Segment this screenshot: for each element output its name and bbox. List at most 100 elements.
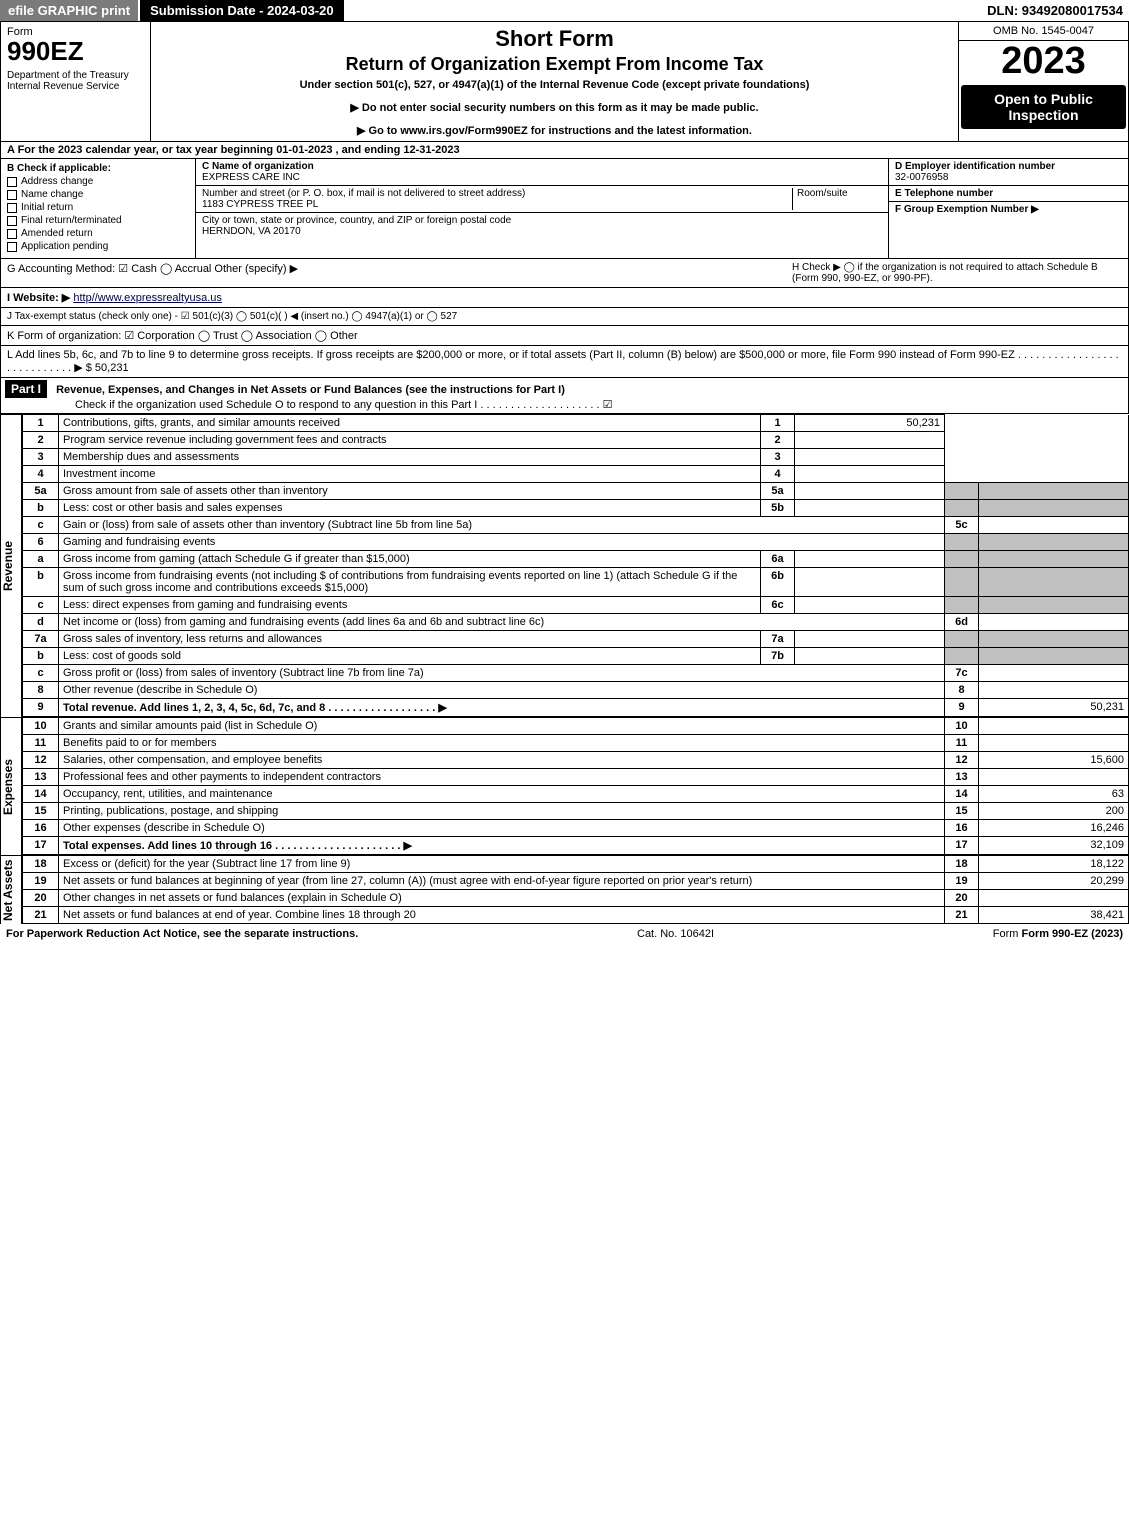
table-row: 8Other revenue (describe in Schedule O)8: [23, 682, 1129, 699]
line-value: 16,246: [979, 820, 1129, 837]
table-row: 15Printing, publications, postage, and s…: [23, 803, 1129, 820]
table-row: 1Contributions, gifts, grants, and simil…: [23, 415, 1129, 432]
line-value: [795, 449, 945, 466]
checkbox-icon[interactable]: [7, 177, 17, 187]
line-ref: 12: [945, 752, 979, 769]
efile-print-label[interactable]: efile GRAPHIC print: [0, 0, 138, 21]
form-header: Form 990EZ Department of the Treasury In…: [0, 22, 1129, 142]
subline-value: [795, 631, 945, 648]
check-final-return[interactable]: Final return/terminated: [7, 215, 189, 226]
notice-ssn: ▶ Do not enter social security numbers o…: [159, 101, 950, 114]
line-a-text: A For the 2023 calendar year, or tax yea…: [7, 144, 460, 156]
table-row: cGross profit or (loss) from sales of in…: [23, 665, 1129, 682]
line-num: 14: [23, 786, 59, 803]
line-desc: Less: direct expenses from gaming and fu…: [59, 597, 761, 614]
check-amended-return[interactable]: Amended return: [7, 228, 189, 239]
table-row: 5aGross amount from sale of assets other…: [23, 483, 1129, 500]
line-ref: 5c: [945, 517, 979, 534]
paperwork-notice: For Paperwork Reduction Act Notice, see …: [6, 928, 358, 940]
dln-label: DLN: 93492080017534: [987, 3, 1129, 18]
line-desc: Less: cost or other basis and sales expe…: [59, 500, 761, 517]
checkbox-icon[interactable]: [7, 229, 17, 239]
line-num: 17: [23, 837, 59, 855]
line-num: c: [23, 665, 59, 682]
line-value: [979, 718, 1129, 735]
line-num: 2: [23, 432, 59, 449]
table-row: 4Investment income4: [23, 466, 1129, 483]
line-value: [979, 769, 1129, 786]
checkbox-icon[interactable]: [7, 203, 17, 213]
line-value: 20,299: [979, 873, 1129, 890]
table-row: 19Net assets or fund balances at beginni…: [23, 873, 1129, 890]
check-initial-return[interactable]: Initial return: [7, 202, 189, 213]
table-row: cLess: direct expenses from gaming and f…: [23, 597, 1129, 614]
line-num: 19: [23, 873, 59, 890]
subline-label: 6a: [761, 551, 795, 568]
check-address-change[interactable]: Address change: [7, 176, 189, 187]
subline-value: [795, 568, 945, 597]
checkbox-icon[interactable]: [7, 216, 17, 226]
line-g-h: G Accounting Method: ☑ Cash ◯ Accrual Ot…: [0, 259, 1129, 288]
line-value: [979, 682, 1129, 699]
line-value: [795, 466, 945, 483]
line-ref: 8: [945, 682, 979, 699]
line-num: 4: [23, 466, 59, 483]
city-value: HERNDON, VA 20170: [202, 226, 301, 237]
line-desc: Net assets or fund balances at beginning…: [59, 873, 945, 890]
expenses-side-label: Expenses: [0, 717, 22, 855]
table-row: 10Grants and similar amounts paid (list …: [23, 718, 1129, 735]
table-row: bLess: cost or other basis and sales exp…: [23, 500, 1129, 517]
net-assets-section: Net Assets 18Excess or (deficit) for the…: [0, 855, 1129, 924]
group-exemption-row: F Group Exemption Number ▶: [889, 202, 1128, 217]
part-i-title: Revenue, Expenses, and Changes in Net As…: [56, 384, 565, 396]
section-b: B Check if applicable: Address change Na…: [1, 159, 196, 258]
line-num: 7a: [23, 631, 59, 648]
line-desc: Salaries, other compensation, and employ…: [59, 752, 945, 769]
line-ref: 16: [945, 820, 979, 837]
ein-row: D Employer identification number 32-0076…: [889, 159, 1128, 186]
grey-cell: [945, 631, 979, 648]
revenue-section: Revenue 1Contributions, gifts, grants, a…: [0, 414, 1129, 717]
section-def: D Employer identification number 32-0076…: [888, 159, 1128, 258]
checkbox-icon[interactable]: [7, 190, 17, 200]
subline-value: [795, 551, 945, 568]
table-row: 14Occupancy, rent, utilities, and mainte…: [23, 786, 1129, 803]
check-application-pending[interactable]: Application pending: [7, 241, 189, 252]
line-l: L Add lines 5b, 6c, and 7b to line 9 to …: [0, 346, 1129, 378]
check-label: Amended return: [21, 228, 93, 239]
table-row: aGross income from gaming (attach Schedu…: [23, 551, 1129, 568]
ein-label: D Employer identification number: [895, 161, 1055, 172]
table-row: 21Net assets or fund balances at end of …: [23, 907, 1129, 924]
website-link[interactable]: http//www.expressrealtyusa.us: [73, 292, 222, 304]
part-i-header-row: Part I Revenue, Expenses, and Changes in…: [0, 378, 1129, 414]
table-row: 7aGross sales of inventory, less returns…: [23, 631, 1129, 648]
checkbox-icon[interactable]: [7, 242, 17, 252]
line-desc-text: Total expenses. Add lines 10 through 16 …: [63, 840, 412, 852]
city-label: City or town, state or province, country…: [202, 215, 511, 226]
line-num: c: [23, 517, 59, 534]
line-num: b: [23, 500, 59, 517]
table-row: 2Program service revenue including gover…: [23, 432, 1129, 449]
line-ref: 10: [945, 718, 979, 735]
subline-value: [795, 500, 945, 517]
line-value: [979, 614, 1129, 631]
line-num: d: [23, 614, 59, 631]
submission-date-label: Submission Date - 2024-03-20: [140, 0, 344, 21]
line-value: 32,109: [979, 837, 1129, 855]
check-label: Address change: [21, 176, 93, 187]
grey-cell: [945, 483, 979, 500]
notice-link-text[interactable]: ▶ Go to www.irs.gov/Form990EZ for instru…: [357, 125, 752, 137]
grey-cell: [979, 500, 1129, 517]
revenue-table: 1Contributions, gifts, grants, and simil…: [22, 414, 1129, 717]
line-value: 18,122: [979, 856, 1129, 873]
line-value: 38,421: [979, 907, 1129, 924]
line-desc: Gross amount from sale of assets other t…: [59, 483, 761, 500]
catalog-number: Cat. No. 10642I: [637, 928, 714, 940]
check-name-change[interactable]: Name change: [7, 189, 189, 200]
table-row: 6Gaming and fundraising events: [23, 534, 1129, 551]
line-value: 15,600: [979, 752, 1129, 769]
table-row: 17 Total expenses. Add lines 10 through 1…: [23, 837, 1129, 855]
grey-cell: [979, 534, 1129, 551]
line-ref: 6d: [945, 614, 979, 631]
line-num: c: [23, 597, 59, 614]
